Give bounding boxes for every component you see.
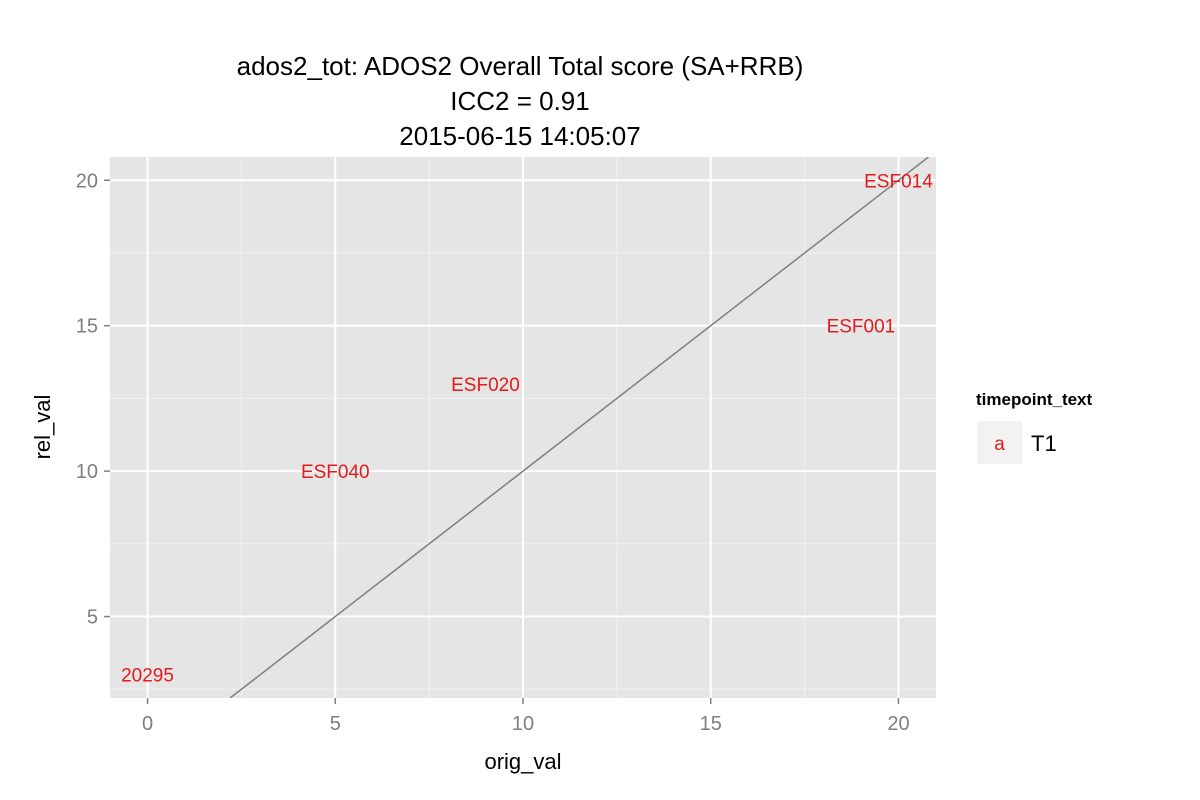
point-labels-layer: 20295 ESF040 ESF020 ESF001 ESF014 [121,171,933,686]
x-tick-label: 10 [512,713,534,735]
x-axis: 0 5 10 15 20 [142,698,910,735]
x-axis-title: orig_val [484,749,561,774]
plot-area: 20295 ESF040 ESF020 ESF001 ESF014 [110,157,936,698]
y-axis-title: rel_val [30,395,55,460]
legend-label-t1: T1 [1031,431,1057,456]
y-tick-label: 15 [76,316,98,338]
y-tick-label: 5 [87,607,98,629]
y-tick-label: 20 [76,170,98,192]
x-tick-label: 5 [330,713,341,735]
point-label: ESF020 [451,375,520,396]
reference-line-layer [229,157,929,698]
chart-title-line-1: ados2_tot: ADOS2 Overall Total score (SA… [237,51,804,81]
x-tick-label: 0 [142,713,153,735]
point-label: ESF040 [301,462,370,483]
legend-title: timepoint_text [976,390,1093,409]
legend-key-box [977,421,1022,464]
point-label: ESF014 [864,171,933,192]
point-label: 20295 [121,666,174,687]
x-tick-label: 15 [700,713,722,735]
legend: timepoint_text a T1 [976,390,1093,464]
y-tick-label: 10 [76,461,98,483]
chart-title-line-2: ICC2 = 0.91 [450,86,589,116]
y-axis: 5 10 15 20 [76,170,110,629]
x-tick-label: 20 [887,713,909,735]
point-label: ESF001 [827,317,896,338]
identity-line [229,157,929,698]
legend-key-glyph: a [994,434,1005,455]
chart-title-line-3: 2015-06-15 14:05:07 [399,121,640,151]
